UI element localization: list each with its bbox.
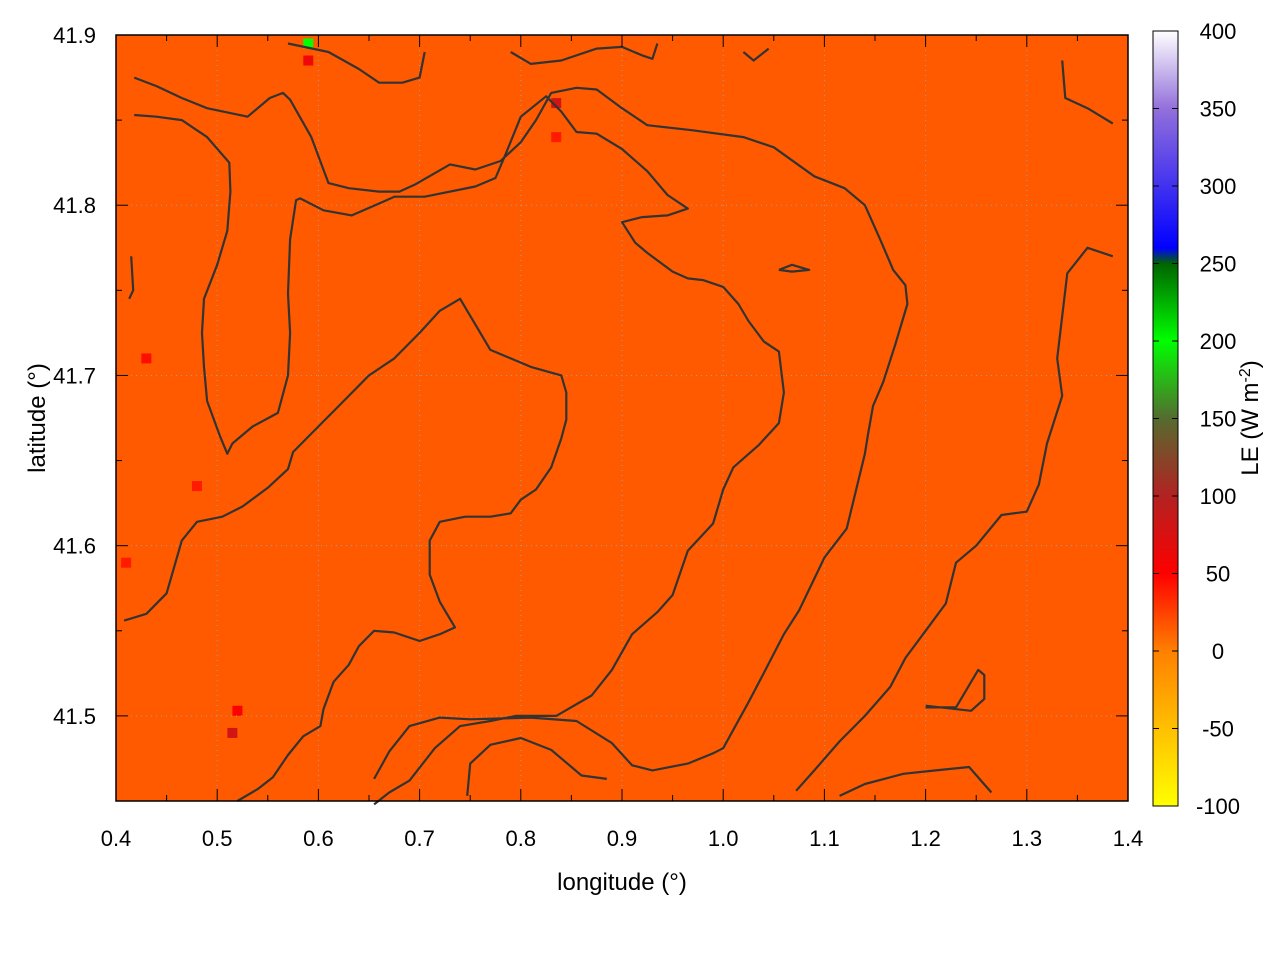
heatmap-cell xyxy=(227,727,238,738)
y-tick-label: 41.9 xyxy=(53,23,96,48)
contour-line xyxy=(778,263,811,273)
x-tick-label: 1.2 xyxy=(910,826,941,851)
colorbar-tick-label: -50 xyxy=(1202,717,1234,742)
heatmap-cells xyxy=(116,35,1128,801)
heatmap-cell xyxy=(232,705,243,716)
colorbar-title-exponent: -2 xyxy=(1237,368,1254,382)
colorbar-tick-label: 400 xyxy=(1200,19,1237,44)
colorbar-tick-label: 50 xyxy=(1206,562,1230,587)
y-axis-title: latitude (°) xyxy=(24,363,51,473)
colorbar: -100 -50 0 50 100 150 200 250 300 350 400 xyxy=(1152,19,1240,819)
x-tick-label: 1.1 xyxy=(809,826,840,851)
y-tick-label: 41.5 xyxy=(53,704,96,729)
x-tick-label: 0.5 xyxy=(202,826,233,851)
heatmap-background xyxy=(116,35,1128,801)
colorbar-tick-label: 300 xyxy=(1200,174,1237,199)
colorbar-tick-label: 350 xyxy=(1200,97,1237,122)
x-tick-label: 1.4 xyxy=(1113,826,1144,851)
contour-line xyxy=(123,297,568,802)
heatmap-cell xyxy=(191,481,202,492)
colorbar-tick-label: 100 xyxy=(1200,484,1237,509)
x-tick-label: 0.6 xyxy=(303,826,334,851)
x-tick-label: 0.9 xyxy=(607,826,638,851)
y-tick-label: 41.8 xyxy=(53,193,96,218)
colorbar-title-text: LE (W m xyxy=(1237,382,1264,475)
contour-line xyxy=(621,43,659,60)
contour-line xyxy=(466,736,607,797)
colorbar-title: LE (W m-2) xyxy=(1237,360,1265,476)
heatmap-cell xyxy=(141,353,152,364)
colorbar-tick-label: 200 xyxy=(1200,329,1237,354)
colorbar-tick-label: 0 xyxy=(1212,639,1224,664)
contour-line xyxy=(133,76,909,780)
contour-line xyxy=(742,47,770,62)
contour-lines xyxy=(123,42,1114,806)
colorbar-title-close: ) xyxy=(1237,360,1264,368)
heatmap-cell xyxy=(551,132,562,143)
y-tick-label: 41.7 xyxy=(53,363,96,388)
contour-line xyxy=(795,246,1114,792)
heatmap-cell xyxy=(303,38,314,49)
heatmap-cell xyxy=(303,55,314,66)
x-tick-label: 0.8 xyxy=(506,826,537,851)
colorbar-tick-label: -100 xyxy=(1196,794,1240,819)
contour-line xyxy=(1061,60,1114,125)
colorbar-tick-label: 250 xyxy=(1200,252,1237,277)
x-tick-label: 0.7 xyxy=(404,826,435,851)
heatmap-cell xyxy=(551,98,562,109)
x-tick-label: 1.0 xyxy=(708,826,739,851)
contour-line xyxy=(925,668,986,712)
x-tick-label: 0.4 xyxy=(101,826,132,851)
axis-ticks: 0.4 0.5 0.6 0.7 0.8 0.9 1.0 1.1 1.2 1.3 1.4 41.5 41.… xyxy=(53,23,1143,851)
contour-line xyxy=(510,45,623,66)
heatmap-cell xyxy=(121,557,132,568)
contour-line xyxy=(287,42,426,84)
y-tick-label: 41.6 xyxy=(53,534,96,559)
contour-line xyxy=(839,765,993,797)
x-tick-label: 1.3 xyxy=(1012,826,1043,851)
x-axis-title: longitude (°) xyxy=(557,869,687,896)
contour-line xyxy=(128,256,135,300)
contour-line xyxy=(134,95,786,806)
colorbar-tick-label: 150 xyxy=(1200,407,1237,432)
